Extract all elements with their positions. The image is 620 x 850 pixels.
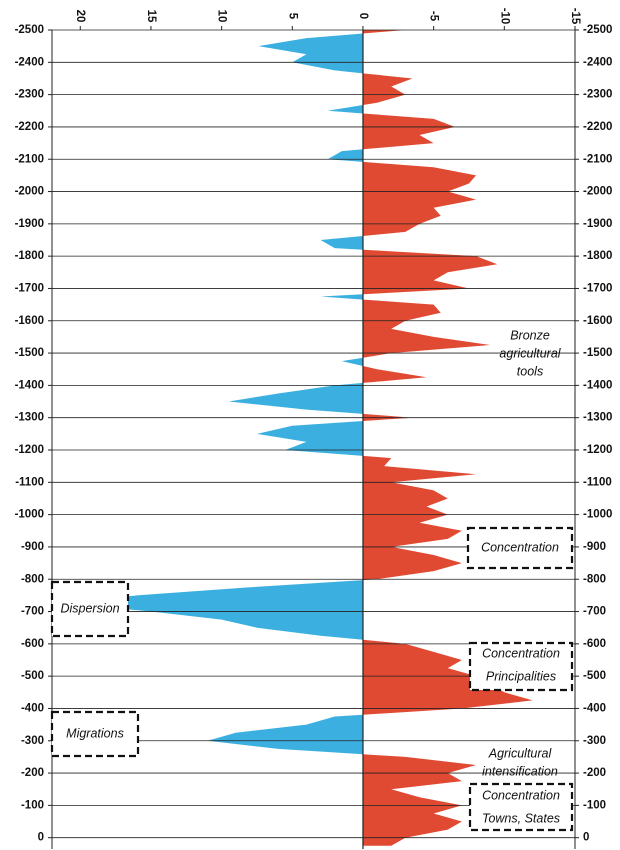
annotation-text: agricultural: [499, 346, 561, 360]
annotation-text: Concentration: [482, 646, 560, 660]
y-tick-label: -2300: [583, 89, 612, 101]
annotation-text: Principalities: [486, 669, 556, 683]
y-tick-label: -200: [583, 767, 606, 779]
annotation-text: intensification: [482, 764, 558, 778]
y-tick-label: -1800: [15, 250, 44, 262]
x-tick-label: -5: [428, 11, 440, 22]
y-tick-label: -1400: [15, 379, 44, 391]
x-tick-label: 0: [357, 13, 369, 19]
annotation-text: Towns, States: [482, 811, 560, 825]
y-tick-label: -100: [583, 799, 606, 811]
x-tick-label: -10: [498, 8, 510, 25]
y-tick-label: -2200: [15, 121, 44, 133]
y-tick-label: -700: [583, 606, 606, 618]
x-tick-label: -15: [569, 8, 581, 25]
y-tick-label: -2400: [15, 56, 44, 68]
y-tick-label: -2000: [583, 186, 612, 198]
x-tick-label: 20: [74, 10, 86, 23]
annotation-box: [50, 710, 140, 758]
y-tick-label: 0: [38, 832, 44, 844]
y-tick-label: -1900: [15, 218, 44, 230]
annotation-text: Agricultural: [488, 746, 553, 760]
y-tick-label: -300: [583, 735, 606, 747]
y-tick-label: -300: [21, 735, 44, 747]
y-tick-label: -1500: [583, 347, 612, 359]
y-tick-label: -2500: [15, 24, 44, 36]
annotation-box: [50, 580, 130, 638]
annotation-text: Concentration: [482, 788, 560, 802]
y-tick-label: -1100: [583, 476, 612, 488]
y-tick-label: -1200: [15, 444, 44, 456]
annotation-text: Migrations: [66, 726, 124, 740]
y-tick-label: -400: [21, 702, 44, 714]
y-tick-label: -1000: [583, 509, 612, 521]
y-tick-label: -700: [21, 606, 44, 618]
y-tick-label: -1500: [15, 347, 44, 359]
annotation-text: Dispersion: [60, 601, 119, 615]
y-tick-label: -1300: [15, 412, 44, 424]
x-tick-label: 10: [216, 10, 228, 23]
y-tick-label: -1000: [15, 509, 44, 521]
x-tick-label: 15: [145, 10, 157, 23]
annotation-text: Concentration: [481, 540, 559, 554]
y-tick-label: -800: [21, 573, 44, 585]
y-tick-label: -1800: [583, 250, 612, 262]
y-tick-label: -2000: [15, 186, 44, 198]
y-tick-label: -2300: [15, 89, 44, 101]
y-tick-label: -400: [583, 702, 606, 714]
annotation-text: tools: [517, 364, 543, 378]
y-tick-label: -1700: [15, 282, 44, 294]
y-tick-label: -1600: [583, 315, 612, 327]
y-tick-label: -900: [583, 541, 606, 553]
y-tick-label: -1900: [583, 218, 612, 230]
y-tick-label: -1300: [583, 412, 612, 424]
y-tick-label: -500: [21, 670, 44, 682]
annotation-box: [468, 782, 574, 832]
y-tick-label: -500: [583, 670, 606, 682]
y-tick-label: -2500: [583, 24, 612, 36]
negative-area: [362, 30, 533, 846]
y-tick-label: -2100: [583, 153, 612, 165]
positive-area: [66, 33, 363, 755]
y-tick-label: 0: [583, 832, 589, 844]
y-tick-label: -1200: [583, 444, 612, 456]
y-tick-label: -600: [21, 638, 44, 650]
y-tick-label: -1700: [583, 282, 612, 294]
annotation-box: [468, 641, 574, 692]
x-tick-label: 5: [286, 13, 298, 20]
y-tick-label: -200: [21, 767, 44, 779]
y-tick-label: -2400: [583, 56, 612, 68]
y-tick-label: -100: [21, 799, 44, 811]
annotation-box: [466, 526, 574, 570]
y-tick-label: -1400: [583, 379, 612, 391]
y-tick-label: -800: [583, 573, 606, 585]
y-tick-label: -900: [21, 541, 44, 553]
y-tick-label: -2100: [15, 153, 44, 165]
y-tick-label: -1600: [15, 315, 44, 327]
y-tick-label: -2200: [583, 121, 612, 133]
annotation-text: Bronze: [510, 328, 550, 342]
y-tick-label: -600: [583, 638, 606, 650]
y-tick-label: -1100: [15, 476, 44, 488]
